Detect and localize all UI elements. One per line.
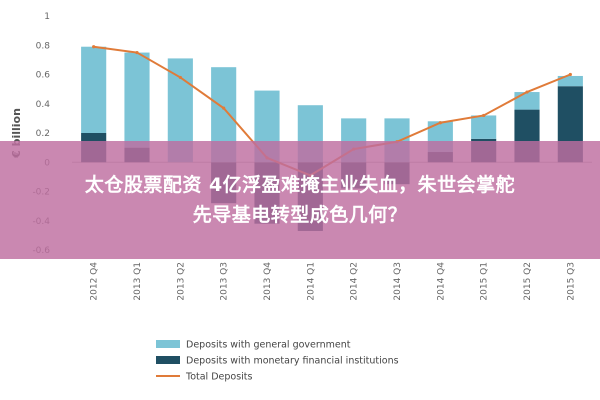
y-tick-label: 0.8	[36, 41, 51, 51]
bar-gov	[124, 52, 150, 148]
x-tick-label: 2014 Q4	[436, 262, 446, 301]
legend-label: Deposits with monetary financial institu…	[186, 356, 399, 367]
x-tick-label: 2013 Q3	[220, 262, 230, 301]
y-tick-label: 0.6	[36, 71, 51, 81]
legend-label: Total Deposits	[185, 372, 253, 383]
bar-gov	[514, 92, 540, 110]
legend-label: Deposits with general government	[186, 340, 351, 351]
y-tick-label: 0.2	[36, 129, 50, 139]
x-tick-label: 2015 Q3	[566, 262, 576, 301]
total-deposits-point	[438, 121, 442, 125]
y-tick-label: 0.4	[36, 100, 51, 110]
x-tick-label: 2013 Q4	[263, 262, 273, 301]
x-tick-label: 2013 Q2	[176, 262, 186, 301]
bar-gov	[81, 46, 107, 133]
headline-line-2: 先导基电转型成色几何？	[192, 204, 408, 226]
x-tick-label: 2015 Q1	[480, 262, 490, 301]
total-deposits-point	[222, 106, 226, 110]
legend-swatch	[156, 340, 180, 348]
total-deposits-point	[178, 75, 182, 80]
headline-line-1: 太仓股票配资 4亿浮盈难掩主业失血，朱世会掌舵	[84, 174, 516, 196]
total-deposits-point	[525, 90, 529, 94]
bar-gov	[557, 75, 583, 87]
x-tick-label: 2012 Q4	[90, 262, 100, 301]
y-tick-label: 1	[44, 12, 50, 22]
x-tick-label: 2014 Q1	[306, 262, 316, 301]
x-tick-label: 2014 Q3	[393, 262, 403, 301]
x-tick-label: 2014 Q2	[350, 262, 360, 301]
x-tick-label: 2015 Q2	[523, 262, 533, 301]
legend-swatch	[156, 356, 180, 364]
bar-gov	[471, 115, 497, 139]
x-tick-label: 2013 Q1	[133, 262, 143, 301]
total-deposits-point	[135, 50, 139, 55]
total-deposits-point	[568, 72, 572, 77]
total-deposits-point	[92, 45, 96, 49]
total-deposits-point	[482, 113, 486, 118]
headline-banner: 太仓股票配资 4亿浮盈难掩主业失血，朱世会掌舵 先导基电转型成色几何？	[0, 141, 600, 259]
